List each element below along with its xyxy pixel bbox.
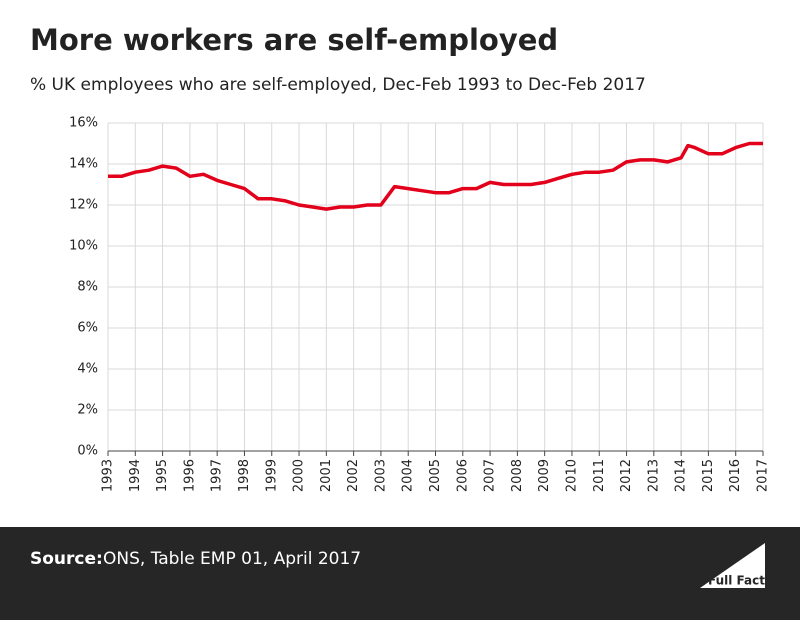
x-tick-label: 1993 bbox=[101, 459, 116, 492]
x-tick-label: 2003 bbox=[373, 459, 388, 492]
y-tick-label: 2% bbox=[77, 403, 98, 418]
plot-area: 0% 2% 4% 6% 8% 10% 12% 14% 16% 1993 1994 1995 1996 19… bbox=[69, 116, 770, 493]
x-tick-label: 2001 bbox=[319, 459, 334, 492]
x-tick-label: 1997 bbox=[210, 459, 225, 492]
x-tick-label: 1998 bbox=[237, 459, 252, 492]
x-tick-label: 1996 bbox=[182, 459, 197, 492]
x-tick-label: 2014 bbox=[674, 459, 689, 492]
x-tick-label: 2000 bbox=[292, 459, 307, 492]
x-tick-label: 2002 bbox=[346, 459, 361, 492]
x-tick-label: 1994 bbox=[128, 459, 143, 492]
y-tick-label: 0% bbox=[77, 444, 98, 459]
x-tick-label: 2017 bbox=[756, 459, 771, 492]
logo-text: Full Fact bbox=[708, 574, 765, 588]
x-tick-label: 2010 bbox=[564, 459, 579, 492]
data-line bbox=[108, 141, 763, 211]
chart-title: More workers are self-employed bbox=[30, 23, 558, 57]
x-tick-label: 2012 bbox=[619, 459, 634, 492]
source-text: ONS, Table EMP 01, April 2017 bbox=[103, 549, 361, 569]
chart-subtitle: % UK employees who are self-employed, De… bbox=[30, 75, 646, 95]
x-tick-label: 2016 bbox=[728, 459, 743, 492]
y-tick-label: 12% bbox=[69, 198, 98, 213]
logo-mark bbox=[700, 543, 765, 588]
y-tick-label: 16% bbox=[69, 116, 98, 131]
x-tick-label: 2013 bbox=[646, 459, 661, 492]
x-tick-label: 2008 bbox=[510, 459, 525, 492]
x-tick-label: 2011 bbox=[592, 459, 607, 492]
x-tick-label: 2007 bbox=[483, 459, 498, 492]
y-tick-label: 14% bbox=[69, 157, 98, 172]
x-tick-label: 2006 bbox=[455, 459, 470, 492]
x-tick-label: 1995 bbox=[155, 459, 170, 492]
footer-band bbox=[0, 527, 800, 620]
x-tick-label: 2004 bbox=[401, 459, 416, 492]
x-tick-label: 1999 bbox=[264, 459, 279, 492]
x-tick-label: 2015 bbox=[701, 459, 716, 492]
x-tick-label: 2005 bbox=[428, 459, 443, 492]
y-tick-label: 6% bbox=[77, 321, 98, 336]
y-tick-label: 8% bbox=[77, 280, 98, 295]
x-tick-label: 2009 bbox=[537, 459, 552, 492]
y-tick-label: 10% bbox=[69, 239, 98, 254]
source-label: Source: bbox=[30, 549, 103, 569]
y-tick-label: 4% bbox=[77, 362, 98, 377]
